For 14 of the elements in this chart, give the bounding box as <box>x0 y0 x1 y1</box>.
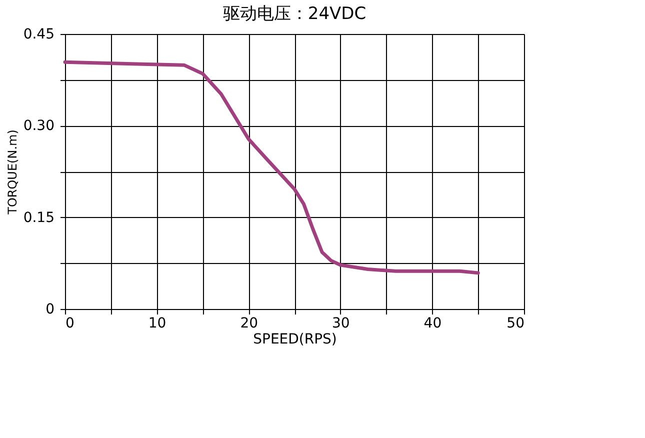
y-tick-label: 0.45 <box>23 26 54 42</box>
x-tick-label: 0 <box>66 316 74 332</box>
y-axis-title: TORQUE(N.m) <box>5 130 20 216</box>
y-tick-label: 0 <box>46 302 54 318</box>
y-tick-label: 0.30 <box>23 118 54 134</box>
y-tick-label: 0.15 <box>23 210 54 226</box>
x-axis-title: SPEED(RPS) <box>253 332 337 348</box>
x-tick-label: 40 <box>424 316 442 332</box>
x-tick-label: 10 <box>148 316 166 332</box>
x-tick-label: 50 <box>506 316 524 332</box>
chart-title: 驱动电压：24VDC <box>222 4 366 24</box>
x-tick-label: 30 <box>332 316 350 332</box>
line-series <box>63 60 480 275</box>
x-tick-label: 20 <box>240 316 258 332</box>
